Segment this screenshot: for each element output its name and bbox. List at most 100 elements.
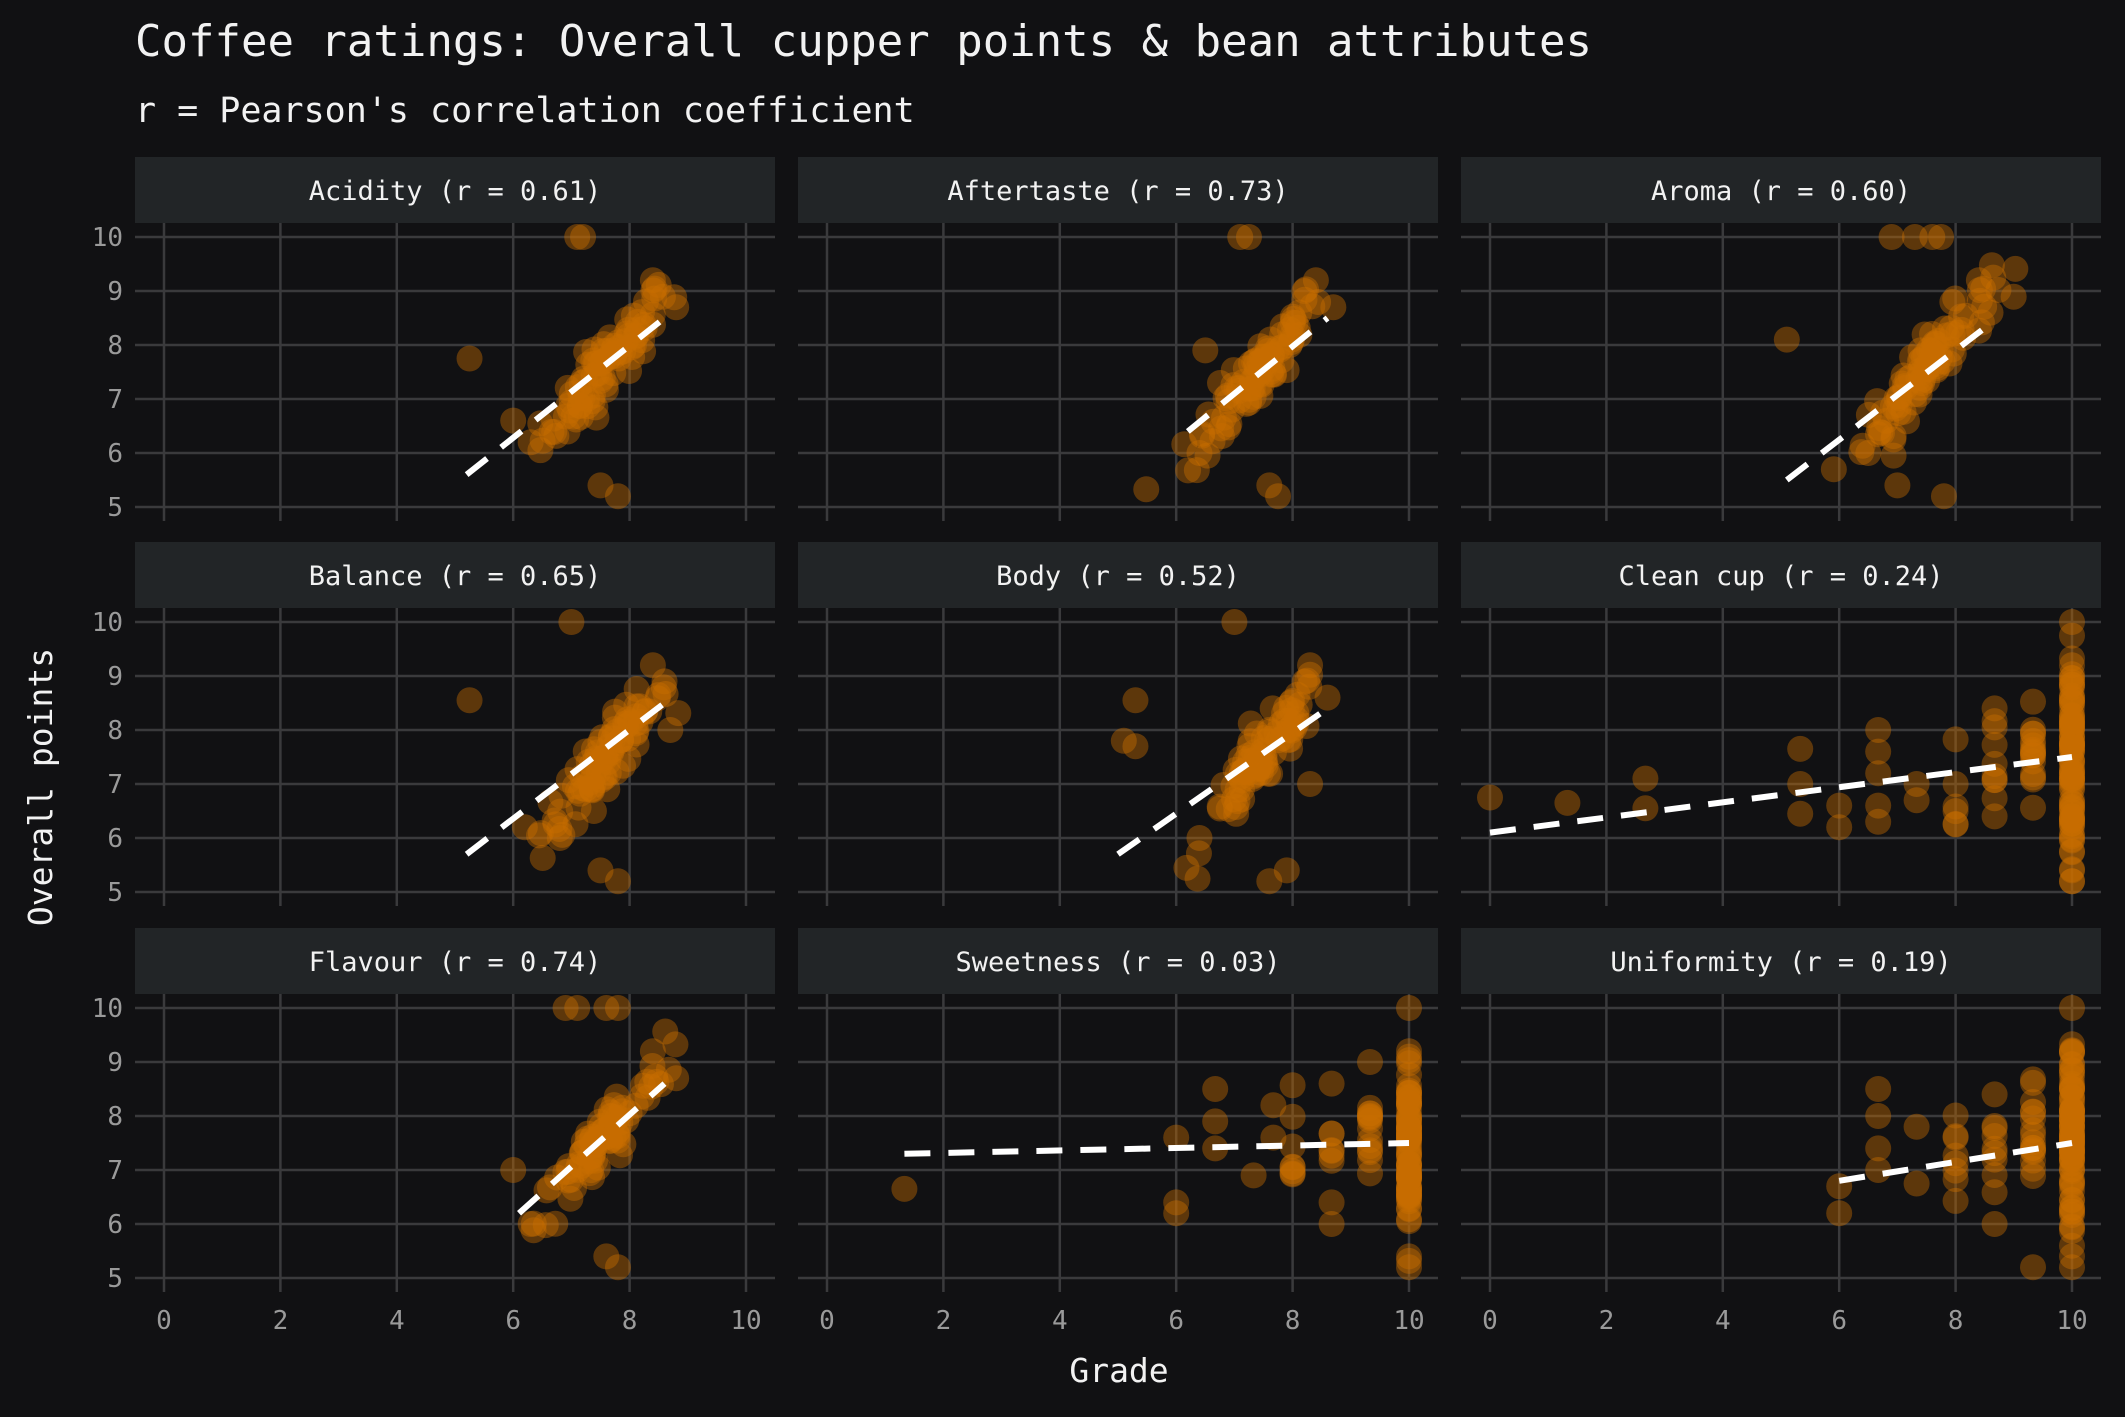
data-point [2059,711,2085,738]
data-point [580,347,607,374]
data-point [1171,431,1198,458]
data-point [587,857,614,884]
data-point [1898,363,1925,390]
data-point [2059,1087,2085,1114]
data-point [579,382,606,409]
data-point [2059,759,2085,786]
data-point [650,674,677,701]
data-point [2059,1075,2085,1102]
data-point [629,1072,656,1099]
data-point [558,388,585,415]
data-point [1948,316,1975,343]
data-point [1210,404,1237,431]
data-point [2059,765,2085,792]
data-point [560,403,587,430]
data-point [663,1065,690,1092]
trend-line [517,1081,667,1216]
data-point [2059,1084,2085,1111]
data-point [1396,1116,1422,1143]
data-point [1894,408,1921,435]
data-point [604,1104,631,1131]
data-point [1278,717,1305,744]
data-point [2059,609,2085,635]
data-point [1849,432,1876,459]
data-point [1942,1123,1969,1150]
data-point [610,1131,637,1158]
data-point [1279,1133,1306,1160]
data-point [2059,1075,2085,1102]
facet-strip [798,157,1438,223]
data-point [1208,422,1235,449]
data-point [1396,1165,1422,1192]
data-point [1396,1077,1422,1104]
data-point [1286,321,1313,348]
data-point [2059,827,2085,854]
data-point [2059,1145,2085,1172]
data-point [639,1052,666,1079]
data-point [1865,1157,1892,1183]
x-tick-label: 0 [156,1306,172,1336]
data-point [639,1038,666,1065]
data-point [511,814,538,841]
data-point [1291,278,1318,305]
facet-panel: Uniformity (r = 0.19) 0 2 4 6 8 10 [1461,928,2101,1336]
data-point [1251,749,1278,776]
data-point [612,713,639,740]
data-point [1286,691,1313,718]
data-point [603,1083,630,1110]
data-point [1241,739,1268,766]
data-point [1235,375,1262,402]
data-point [1396,1152,1422,1179]
data-point [1981,1179,2008,1206]
data-point [1981,1211,2008,1237]
facet-panel: Body (r = 0.52) [798,542,1438,906]
data-point [2059,1156,2085,1183]
data-point [2059,702,2085,729]
data-point [595,345,622,372]
data-point [1357,1107,1384,1134]
data-point [1916,353,1943,380]
data-point [634,1068,661,1095]
data-point [1396,1043,1422,1070]
data-point [555,392,582,419]
data-point [1221,609,1248,635]
data-point [1255,337,1282,364]
facet-label: Aftertaste (r = 0.73) [947,176,1288,207]
data-point [2059,1217,2085,1244]
data-point [1396,1154,1422,1181]
data-point [1245,752,1272,779]
data-point [2059,645,2085,672]
data-point [2059,671,2085,698]
data-point [1396,1163,1422,1190]
data-point [1396,1150,1422,1177]
data-point [1271,707,1298,734]
data-point [1241,348,1268,375]
data-point [2059,1070,2085,1097]
data-point [598,739,625,766]
data-point [662,1031,689,1058]
data-point [2059,805,2085,832]
data-point [1278,689,1305,716]
data-point [1396,1050,1422,1077]
data-point [614,306,641,333]
data-point [2059,1144,2085,1171]
data-point [520,1210,547,1237]
data-point [1396,1174,1422,1201]
data-point [2059,1064,2085,1091]
data-point [593,1096,620,1123]
data-point [1396,1107,1422,1134]
data-point [517,1211,544,1237]
data-point [576,1160,603,1187]
data-point [2059,795,2085,822]
data-point [1215,795,1242,822]
data-point [2059,767,2085,794]
data-point [564,1156,591,1183]
data-point [569,1139,596,1166]
data-point [1965,267,1992,294]
data-point [2059,1133,2085,1160]
data-point [1278,329,1305,356]
data-point [1396,1105,1422,1132]
data-point [1903,1170,1930,1197]
data-point [1231,756,1258,783]
data-point [1396,1114,1422,1141]
